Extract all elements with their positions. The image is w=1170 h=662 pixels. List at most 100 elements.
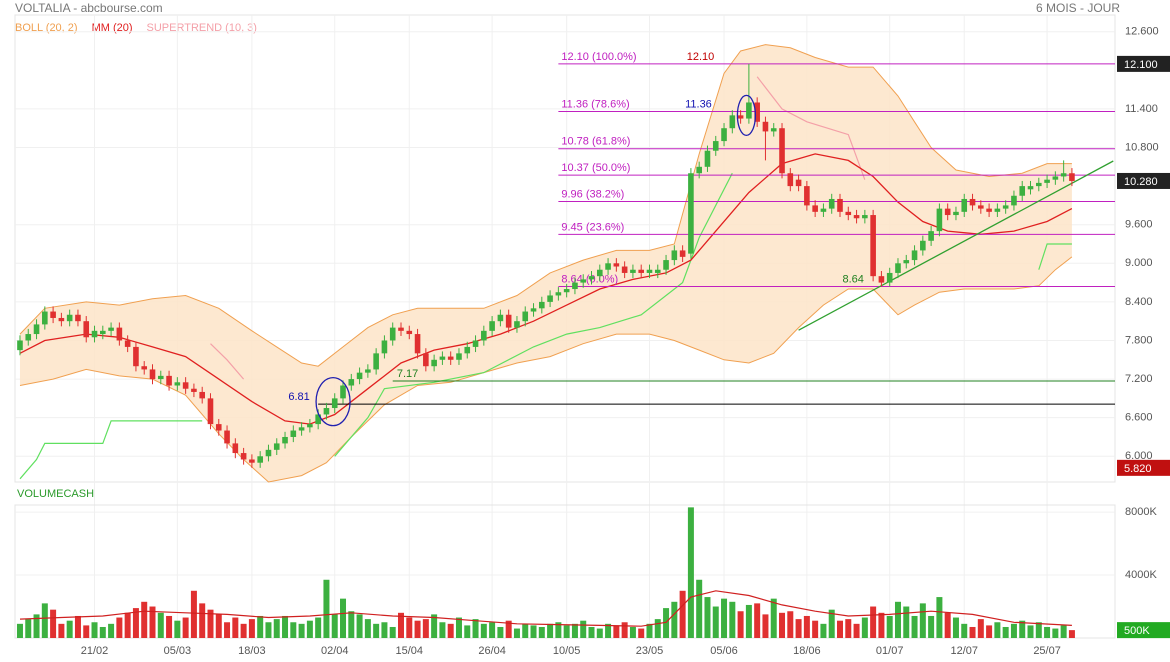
volume-bar — [770, 598, 777, 638]
volume-bar — [66, 620, 73, 638]
candle-body — [166, 375, 172, 386]
candle-body — [116, 327, 123, 341]
x-tick-label: 18/06 — [793, 645, 821, 657]
candle-body — [911, 250, 918, 261]
candle-body — [207, 398, 214, 425]
volume-bar — [290, 622, 297, 638]
volume-bar — [762, 614, 769, 638]
volume-bar — [812, 620, 819, 638]
candle-body — [539, 301, 545, 309]
candle-body — [133, 346, 139, 367]
candle-body — [580, 279, 587, 283]
volume-bar — [944, 612, 951, 638]
candle-body — [903, 260, 910, 264]
legend-entry: SUPERTREND (10, 3) — [147, 22, 257, 34]
volume-bar — [729, 601, 736, 638]
candle-body — [969, 198, 976, 206]
volume-bar — [704, 597, 711, 638]
annotation: 11.36 — [685, 98, 712, 110]
y-tick-label: 11.400 — [1125, 103, 1158, 115]
candle-body — [182, 382, 189, 389]
highlight-circle — [736, 94, 757, 136]
volume-bar — [828, 609, 835, 638]
y-tick-label: 9.000 — [1125, 257, 1153, 269]
candle-body — [447, 356, 454, 360]
volume-bar — [721, 598, 728, 638]
candle-body — [25, 334, 32, 341]
candle-body — [423, 353, 429, 367]
y-tick-label: 8000K — [1125, 506, 1157, 518]
volume-bar — [853, 623, 860, 638]
volume-bar — [108, 623, 115, 638]
candle-body — [762, 121, 769, 132]
candle-body — [862, 215, 868, 219]
price-marker-label: 12.100 — [1124, 59, 1158, 71]
volume-bar — [878, 612, 885, 638]
candle-body — [704, 150, 711, 167]
volume-bar — [472, 619, 479, 638]
annotation: 6.81 — [288, 391, 309, 403]
volume-bar — [679, 590, 686, 638]
candle-body — [654, 269, 661, 273]
candle-body — [215, 424, 222, 431]
candle-body — [414, 334, 421, 354]
volume-bar — [132, 608, 139, 638]
candle-body — [273, 443, 280, 450]
volume-bar — [389, 626, 396, 638]
candle-body — [787, 173, 794, 187]
volume-bar — [83, 625, 90, 638]
volume-bar — [547, 623, 554, 638]
candle-body — [572, 282, 578, 290]
candle-body — [588, 276, 595, 280]
candle-body — [323, 408, 330, 415]
volume-bar — [25, 619, 32, 638]
y-tick-label: 6.600 — [1125, 412, 1153, 424]
volume-bar — [58, 623, 65, 638]
volume-bar — [580, 620, 587, 638]
fib-label: 10.78 (61.8%) — [561, 136, 630, 148]
volume-bar — [613, 625, 620, 638]
annotation: 8.64 — [842, 273, 863, 285]
volume-bar — [596, 628, 603, 638]
candle-body — [886, 272, 893, 283]
volume-bar — [1027, 625, 1034, 638]
volume-bar — [489, 622, 496, 638]
candle-body — [895, 263, 901, 273]
candle-body — [853, 215, 860, 219]
annotation: 7.17 — [397, 368, 418, 380]
candle-body — [920, 240, 926, 251]
candle-body — [282, 436, 288, 444]
candle-body — [746, 102, 752, 119]
volume-bar — [431, 614, 438, 638]
candle-body — [83, 321, 90, 338]
panel-frame — [14, 14, 1116, 483]
y-tick-label: 9.600 — [1125, 219, 1153, 231]
candle-body — [944, 208, 951, 216]
volume-bar — [870, 606, 877, 638]
candle-body — [464, 346, 471, 354]
candle-body — [232, 443, 239, 454]
candle-body — [828, 198, 835, 209]
volume-bar — [74, 615, 81, 638]
volume-bar — [1060, 625, 1067, 638]
candle-body — [373, 353, 379, 370]
candle-body — [621, 266, 628, 273]
volume-bar — [348, 611, 355, 638]
volume-bar — [248, 619, 255, 638]
volume-bar — [1010, 623, 1017, 638]
highlight-circle — [315, 376, 351, 427]
volume-bar — [141, 601, 148, 638]
legend-entry: BOLL (20, 2) — [15, 22, 78, 34]
candle-body — [812, 205, 818, 212]
candle-body — [779, 128, 785, 174]
candle-body — [671, 250, 678, 261]
volume-bar — [837, 620, 843, 638]
candle-body — [66, 314, 73, 322]
candle-body — [307, 424, 313, 428]
volume-marker-box — [1117, 622, 1170, 639]
volume-bar — [745, 604, 752, 638]
price-marker-label: 10.280 — [1124, 176, 1158, 188]
volume-bar — [447, 623, 454, 638]
candle-body — [663, 260, 669, 270]
